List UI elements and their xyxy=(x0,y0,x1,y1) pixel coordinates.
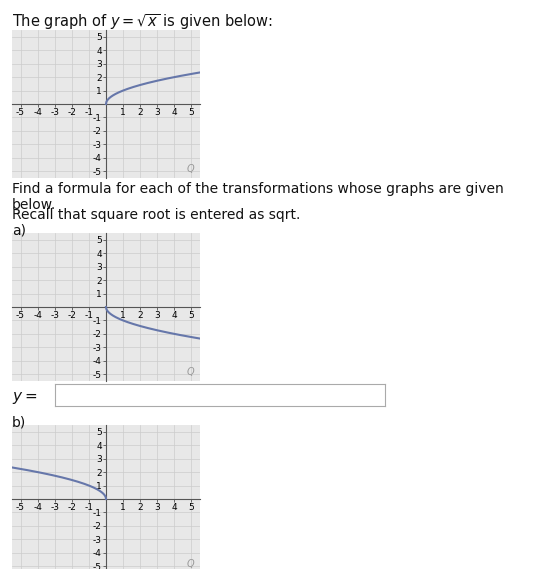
Text: Q: Q xyxy=(187,163,195,174)
Text: b): b) xyxy=(12,416,26,430)
Text: Recall that square root is entered as sqrt.: Recall that square root is entered as sq… xyxy=(12,208,300,222)
Text: Q: Q xyxy=(187,559,195,568)
Text: Q: Q xyxy=(187,366,195,377)
Text: $y =$: $y =$ xyxy=(12,390,37,406)
Text: The graph of $y = \sqrt{x}$ is given below:: The graph of $y = \sqrt{x}$ is given bel… xyxy=(12,12,273,32)
Text: Find a formula for each of the transformations whose graphs are given
below.: Find a formula for each of the transform… xyxy=(12,182,504,212)
Text: a): a) xyxy=(12,224,26,238)
